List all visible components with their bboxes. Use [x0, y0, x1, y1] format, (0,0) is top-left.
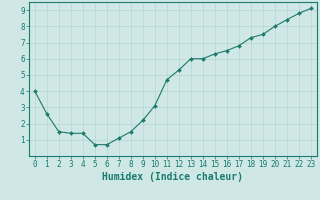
- X-axis label: Humidex (Indice chaleur): Humidex (Indice chaleur): [102, 172, 243, 182]
